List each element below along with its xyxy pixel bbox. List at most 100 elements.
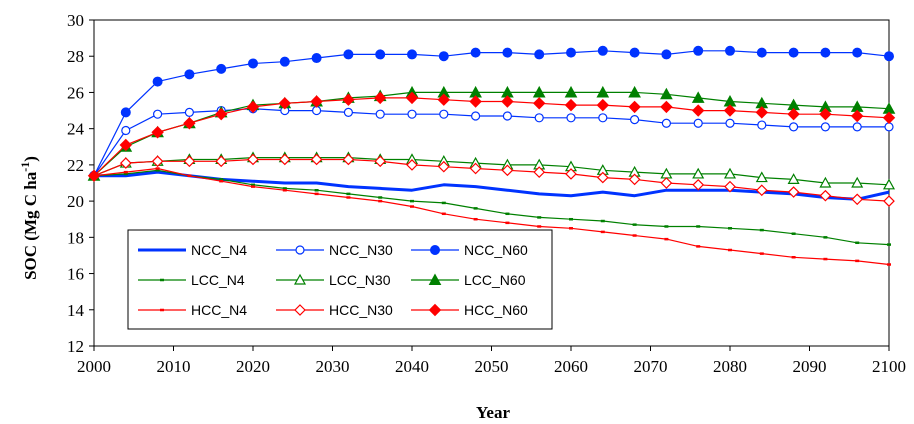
data-point [787, 173, 800, 184]
y-axis-title-close: ) [21, 156, 40, 162]
data-point [883, 195, 895, 207]
data-point [597, 45, 608, 56]
data-point [470, 47, 481, 58]
data-point [247, 153, 259, 166]
y-tick-label: 22 [67, 156, 84, 175]
data-point [598, 113, 608, 123]
x-tick-label: 2020 [236, 357, 270, 376]
data-point [787, 107, 800, 121]
data-point [407, 109, 417, 119]
data-point [278, 97, 292, 110]
data-point [342, 153, 355, 166]
data-point [215, 155, 228, 168]
data-point [214, 107, 228, 121]
y-axis-title-superscript: -1 [18, 162, 32, 172]
legend-item: HCC_N4 [138, 302, 247, 318]
legend-label: NCC_N60 [464, 242, 528, 258]
x-tick-label: 2070 [634, 357, 668, 376]
data-point [566, 47, 576, 58]
y-tick-label: 16 [67, 265, 84, 284]
data-point [660, 87, 673, 100]
data-point [661, 49, 672, 60]
x-tick-label: 2100 [872, 357, 906, 376]
series-ncc-n30 [89, 104, 894, 181]
data-point [119, 157, 132, 169]
data-point [374, 155, 387, 168]
x-tick-label: 2080 [713, 357, 747, 376]
data-point [566, 113, 576, 123]
data-point [756, 47, 767, 58]
legend-item: HCC_N30 [276, 302, 393, 318]
x-tick-label: 2000 [77, 357, 111, 376]
data-point [628, 173, 641, 186]
data-point [628, 85, 641, 98]
data-point [151, 126, 164, 139]
data-point [151, 155, 164, 168]
legend-swatch-marker [428, 303, 442, 317]
legend-box [127, 229, 553, 330]
y-tick-label: 30 [67, 11, 84, 30]
data-point [375, 49, 386, 60]
x-tick-label: 2010 [157, 357, 191, 376]
data-point [469, 95, 482, 108]
data-point [183, 155, 196, 168]
data-point [691, 91, 705, 103]
series-hcc-n30 [88, 153, 895, 207]
data-point [852, 47, 863, 58]
data-point [246, 100, 260, 114]
data-point [661, 118, 672, 128]
data-point [628, 100, 641, 114]
x-tick-label: 2040 [395, 357, 429, 376]
data-point [533, 166, 546, 178]
legend-item: LCC_N60 [411, 272, 526, 288]
data-point [596, 85, 610, 98]
data-point [884, 122, 894, 132]
data-point [565, 168, 577, 180]
y-tick-label: 20 [67, 192, 84, 211]
data-point [819, 107, 832, 121]
x-tick-label: 2090 [793, 357, 827, 376]
series-line [93, 108, 889, 177]
data-point [755, 171, 768, 183]
data-point [596, 98, 610, 112]
data-point [437, 93, 451, 106]
data-point [564, 85, 578, 98]
data-point [691, 104, 705, 117]
legend-label: HCC_N4 [191, 302, 247, 318]
data-point [183, 117, 196, 130]
data-point [788, 47, 799, 58]
data-point [184, 107, 194, 117]
legend-item: NCC_N60 [411, 242, 528, 258]
data-point [119, 138, 133, 152]
data-point [534, 113, 544, 123]
data-point [501, 164, 514, 177]
data-point [629, 115, 640, 125]
data-point [564, 98, 578, 112]
series-line [93, 167, 890, 266]
y-tick-label: 12 [67, 337, 84, 356]
legend-label: HCC_N30 [329, 302, 393, 318]
legend-label: NCC_N4 [191, 242, 247, 258]
data-point [342, 93, 355, 106]
data-point [279, 56, 290, 67]
legend-item: LCC_N4 [138, 272, 245, 288]
data-point [755, 184, 768, 197]
legend: NCC_N4 NCC_N30 NCC_N60 LCC_N4 LCC_N30 LCC_N60… [127, 229, 553, 330]
data-point [596, 171, 609, 184]
data-point [660, 100, 673, 114]
data-point [153, 109, 163, 119]
legend-label: LCC_N60 [464, 272, 526, 288]
series-ncc-n4 [94, 170, 890, 201]
data-point [502, 47, 513, 58]
data-point [216, 63, 227, 74]
data-point [87, 169, 101, 182]
data-point [373, 91, 387, 105]
legend-swatch-marker [430, 245, 440, 255]
series-line [94, 170, 890, 201]
data-point [310, 153, 323, 166]
legend-swatch-marker [294, 304, 306, 316]
legend-label: LCC_N30 [329, 272, 391, 288]
data-point [310, 95, 323, 108]
data-point [278, 153, 291, 166]
